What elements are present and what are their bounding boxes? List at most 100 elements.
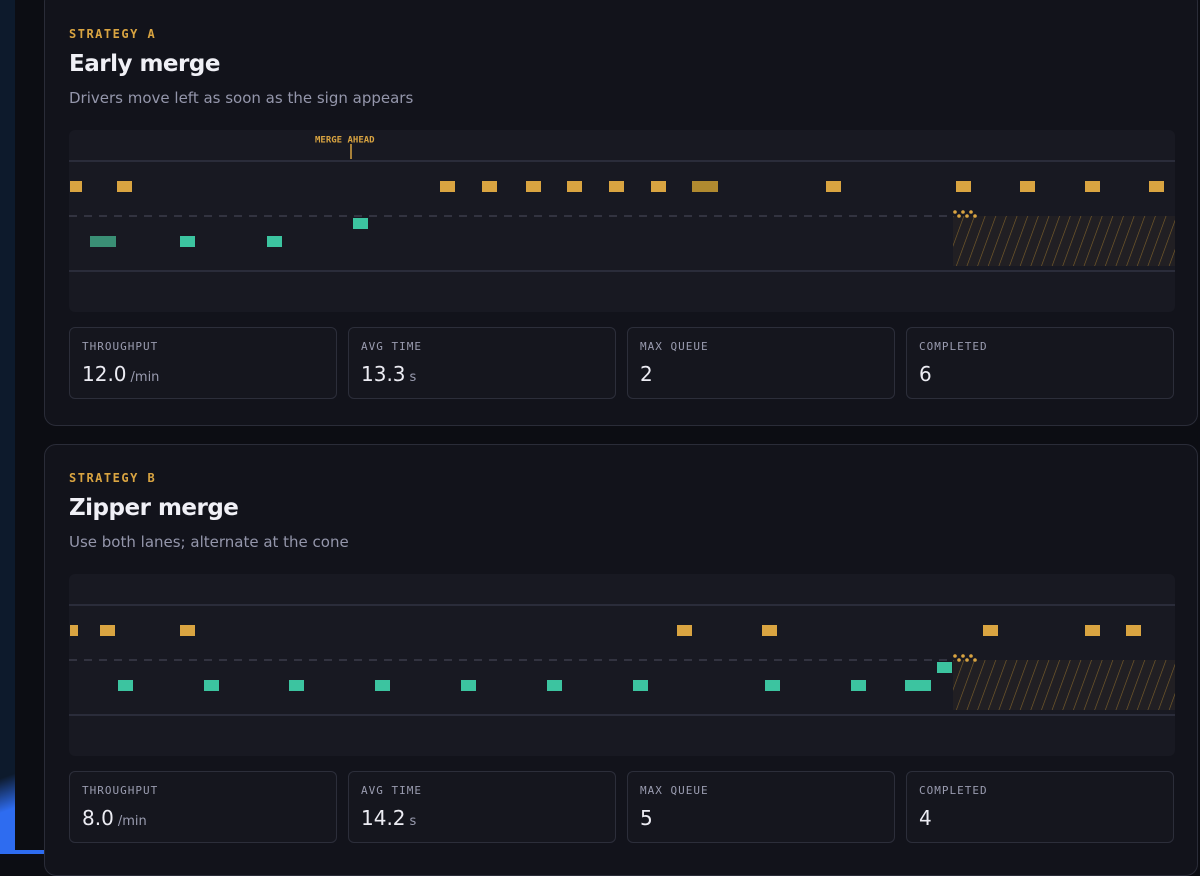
panel-title: Early merge — [69, 51, 220, 77]
stat-label: THROUGHPUT — [82, 784, 159, 797]
car — [482, 181, 497, 192]
car — [180, 236, 195, 247]
stat-box: THROUGHPUT 12.0/min — [69, 327, 337, 399]
stat-number: 5 — [640, 806, 653, 830]
cone — [965, 214, 969, 218]
car — [440, 181, 455, 192]
panel-subtitle: Use both lanes; alternate at the cone — [69, 533, 349, 551]
stat-label: COMPLETED — [919, 784, 988, 797]
car — [375, 680, 390, 691]
panel-card: STRATEGY B Zipper merge Use both lanes; al… — [44, 444, 1198, 876]
car — [547, 680, 562, 691]
stat-box: MAX QUEUE 2 — [627, 327, 895, 399]
stat-value: 4 — [919, 806, 932, 830]
sidebar-glow — [0, 744, 15, 854]
cone — [961, 210, 965, 214]
car — [1149, 181, 1164, 192]
stat-box: THROUGHPUT 8.0/min — [69, 771, 337, 843]
cone — [957, 214, 961, 218]
car — [117, 181, 132, 192]
road-track: MERGE AHEAD — [69, 130, 1175, 312]
car — [762, 625, 777, 636]
car — [204, 680, 219, 691]
closed-lane — [953, 216, 1175, 266]
cone — [961, 654, 965, 658]
car — [1085, 625, 1100, 636]
stat-label: MAX QUEUE — [640, 784, 709, 797]
stat-unit: /min — [130, 370, 160, 385]
stat-number: 13.3 — [361, 362, 406, 386]
car — [765, 680, 780, 691]
car — [70, 181, 82, 192]
car — [1085, 181, 1100, 192]
stat-number: 2 — [640, 362, 653, 386]
car — [609, 181, 624, 192]
stat-value: 14.2 s — [361, 806, 416, 830]
car — [100, 625, 115, 636]
stat-number: 12.0 — [82, 362, 127, 386]
cone — [957, 658, 961, 662]
car — [461, 680, 476, 691]
road-track — [69, 574, 1175, 756]
stat-label: AVG TIME — [361, 340, 422, 353]
car — [1126, 625, 1141, 636]
stat-box: AVG TIME 13.3 s — [348, 327, 616, 399]
car — [70, 625, 78, 636]
car — [118, 680, 133, 691]
car — [526, 181, 541, 192]
sidebar — [0, 0, 15, 854]
stat-label: AVG TIME — [361, 784, 422, 797]
stat-label: MAX QUEUE — [640, 340, 709, 353]
strategy-label: STRATEGY A — [69, 27, 157, 41]
cone — [965, 658, 969, 662]
stat-label: THROUGHPUT — [82, 340, 159, 353]
stat-unit: s — [409, 814, 417, 829]
car — [180, 625, 195, 636]
car — [90, 236, 116, 247]
closed-lane-bg — [953, 216, 1175, 266]
cone — [953, 210, 957, 214]
panel-subtitle: Drivers move left as soon as the sign ap… — [69, 89, 414, 107]
cone — [969, 654, 973, 658]
car — [851, 680, 866, 691]
stat-value: 13.3 s — [361, 362, 416, 386]
track-bg — [69, 130, 1175, 312]
stat-number: 8.0 — [82, 806, 114, 830]
stat-unit: s — [409, 370, 417, 385]
car — [677, 625, 692, 636]
panel-card: STRATEGY A Early merge Drivers move left a… — [44, 0, 1198, 426]
car — [826, 181, 841, 192]
merge-sign: MERGE AHEAD — [315, 136, 375, 146]
stat-number: 14.2 — [361, 806, 406, 830]
car — [633, 680, 648, 691]
stat-value: 8.0/min — [82, 806, 147, 830]
stat-box: COMPLETED 6 — [906, 327, 1174, 399]
stat-unit: /min — [117, 814, 147, 829]
cone — [973, 658, 977, 662]
car — [353, 218, 368, 229]
car — [651, 181, 666, 192]
panel-title: Zipper merge — [69, 495, 239, 521]
car — [905, 680, 931, 691]
stat-value: 5 — [640, 806, 653, 830]
car — [937, 662, 952, 673]
closed-lane-bg — [953, 660, 1175, 710]
stat-box: COMPLETED 4 — [906, 771, 1174, 843]
stat-number: 6 — [919, 362, 932, 386]
stat-value: 2 — [640, 362, 653, 386]
car — [567, 181, 582, 192]
track-bg — [69, 574, 1175, 756]
strategy-label: STRATEGY B — [69, 471, 157, 485]
cone — [969, 210, 973, 214]
stat-box: AVG TIME 14.2 s — [348, 771, 616, 843]
stat-label: COMPLETED — [919, 340, 988, 353]
stat-number: 4 — [919, 806, 932, 830]
car — [692, 181, 718, 192]
stat-value: 12.0/min — [82, 362, 159, 386]
closed-lane — [953, 660, 1175, 710]
stat-box: MAX QUEUE 5 — [627, 771, 895, 843]
car — [1020, 181, 1035, 192]
cone — [973, 214, 977, 218]
